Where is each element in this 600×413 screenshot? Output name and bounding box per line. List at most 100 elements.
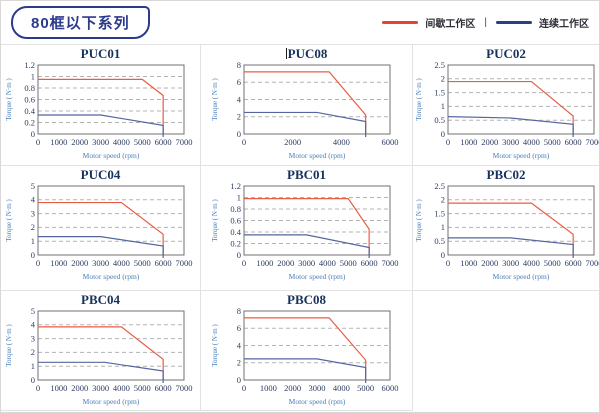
- svg-text:1: 1: [30, 71, 34, 81]
- svg-text:0: 0: [30, 375, 34, 385]
- svg-text:0: 0: [35, 258, 39, 268]
- series-line-continuous: [37, 361, 164, 383]
- intermittent-zone-line-swatch: [382, 21, 419, 24]
- series-line-intermittent: [37, 78, 164, 134]
- svg-text:0.5: 0.5: [434, 236, 445, 246]
- chart-cell-pbc04: PBC04 0 1 2 3 4 5 0 1000 2000 3000 4000 5000 6000 700…: [1, 291, 201, 411]
- header: 80框以下系列 间歇工作区 | 连续工作区: [1, 1, 599, 44]
- svg-text:1: 1: [30, 361, 34, 371]
- svg-text:5000: 5000: [544, 137, 561, 147]
- svg-text:4: 4: [30, 195, 35, 205]
- series-line-intermittent: [448, 80, 574, 134]
- svg-text:5: 5: [30, 181, 34, 191]
- continuous-zone-line-swatch: [496, 21, 532, 24]
- svg-text:0.6: 0.6: [24, 94, 35, 104]
- series-line-continuous: [243, 111, 366, 137]
- svg-text:6: 6: [236, 323, 240, 333]
- svg-text:4000: 4000: [318, 258, 335, 268]
- svg-text:0.5: 0.5: [434, 115, 445, 125]
- svg-text:7000: 7000: [175, 258, 192, 268]
- chart-canvas-puc04: 0 1 2 3 4 5 0 1000 2000 3000 4000 5000 6000 7000 Torqu…: [5, 181, 193, 281]
- chart-canvas-puc02: 0 0.5 1 1.5 2 2.5 0 1000 2000 3000 4000 5000 6000 700…: [415, 60, 599, 160]
- svg-text:5000: 5000: [544, 258, 561, 268]
- y-axis-label: Torque ( N·m ): [211, 78, 219, 121]
- series-line-intermittent: [37, 326, 164, 380]
- svg-text:2000: 2000: [284, 383, 301, 393]
- series-title-badge: 80框以下系列: [11, 6, 150, 39]
- svg-text:0: 0: [30, 250, 34, 260]
- svg-text:0.8: 0.8: [230, 204, 241, 214]
- svg-text:2000: 2000: [71, 258, 88, 268]
- series-line-continuous: [448, 237, 574, 258]
- svg-text:4000: 4000: [523, 258, 540, 268]
- svg-text:0.6: 0.6: [230, 215, 241, 225]
- svg-text:1: 1: [236, 192, 240, 202]
- chart-cell-puc01: PUC01 0 0.2 0.4 0.6 0.8 1 1.2 0 1000 2000 3000 4000…: [1, 45, 201, 166]
- svg-text:2: 2: [236, 112, 240, 122]
- svg-text:0.2: 0.2: [24, 117, 35, 127]
- chart-cell-pbc01: PBC01 0 0.2 0.4 0.6 0.8 1 1.2 0 1000 2000 3000 4000…: [201, 166, 413, 291]
- svg-text:6: 6: [236, 77, 240, 87]
- series-line-intermittent: [243, 198, 370, 255]
- svg-text:1000: 1000: [50, 258, 67, 268]
- svg-text:1.2: 1.2: [24, 60, 35, 70]
- svg-text:6000: 6000: [154, 258, 171, 268]
- chart-title-pbc01: PBC01: [287, 167, 326, 182]
- svg-text:3000: 3000: [298, 258, 315, 268]
- svg-text:0: 0: [236, 375, 240, 385]
- chart-title-puc01: PUC01: [80, 46, 121, 61]
- chart-title-puc02: PUC02: [486, 46, 526, 61]
- svg-text:2000: 2000: [481, 258, 498, 268]
- svg-text:1: 1: [30, 236, 34, 246]
- svg-text:6000: 6000: [154, 383, 171, 393]
- svg-text:0: 0: [30, 129, 34, 139]
- y-axis-label: Torque ( N·m ): [211, 324, 219, 367]
- legend: 间歇工作区 | 连续工作区: [382, 15, 589, 30]
- svg-text:0: 0: [241, 383, 245, 393]
- svg-text:6000: 6000: [360, 258, 377, 268]
- svg-text:1.5: 1.5: [434, 208, 445, 218]
- svg-text:2000: 2000: [277, 258, 294, 268]
- svg-text:1.2: 1.2: [230, 181, 241, 191]
- chart-canvas-puc08: 0 2 4 6 8 0 2000 4000 6000 Torque ( N·m ) Motor sp…: [211, 60, 399, 160]
- series-line-intermittent: [243, 71, 366, 134]
- svg-text:2: 2: [236, 358, 240, 368]
- series-line-continuous: [37, 236, 164, 258]
- chart-title-puc08: PUC08: [285, 46, 328, 61]
- series-line-continuous: [243, 358, 366, 383]
- svg-text:1000: 1000: [50, 383, 67, 393]
- chart-cell-pbc02: PBC02 0 0.5 1 1.5 2 2.5 0 1000 2000 3000 4000 5000 6…: [413, 166, 599, 291]
- svg-text:4: 4: [30, 320, 35, 330]
- x-axis-label: Motor speed (rpm): [82, 397, 139, 406]
- chart-cell-pbc08: PBC08 0 2 4 6 8 0 1000 2000 3000 4000 5000 6000 Torq…: [201, 291, 413, 411]
- svg-text:0: 0: [241, 137, 245, 147]
- svg-text:0: 0: [35, 137, 39, 147]
- svg-text:5: 5: [30, 306, 34, 316]
- svg-text:2.5: 2.5: [434, 60, 445, 70]
- svg-text:5000: 5000: [357, 383, 374, 393]
- y-axis-label: Torque ( N·m ): [5, 78, 13, 121]
- svg-text:3000: 3000: [92, 258, 109, 268]
- svg-text:3000: 3000: [502, 137, 519, 147]
- svg-text:1000: 1000: [460, 258, 477, 268]
- svg-text:2.5: 2.5: [434, 181, 445, 191]
- svg-text:4: 4: [236, 340, 241, 350]
- svg-text:1000: 1000: [259, 383, 276, 393]
- svg-text:0: 0: [236, 250, 240, 260]
- svg-text:6000: 6000: [154, 137, 171, 147]
- empty-cell: [412, 291, 599, 411]
- series-line-intermittent: [243, 317, 366, 380]
- svg-text:4: 4: [236, 94, 241, 104]
- svg-text:0: 0: [446, 258, 450, 268]
- svg-text:0.8: 0.8: [24, 83, 35, 93]
- svg-text:0: 0: [236, 129, 240, 139]
- chart-title-puc04: PUC04: [80, 167, 121, 182]
- svg-text:2000: 2000: [481, 137, 498, 147]
- series-line-intermittent: [448, 202, 574, 255]
- svg-text:2000: 2000: [71, 383, 88, 393]
- svg-text:0.4: 0.4: [24, 106, 35, 116]
- svg-text:1: 1: [441, 222, 445, 232]
- svg-text:7000: 7000: [175, 137, 192, 147]
- x-axis-label: Motor speed (rpm): [288, 397, 345, 406]
- svg-text:5000: 5000: [133, 137, 150, 147]
